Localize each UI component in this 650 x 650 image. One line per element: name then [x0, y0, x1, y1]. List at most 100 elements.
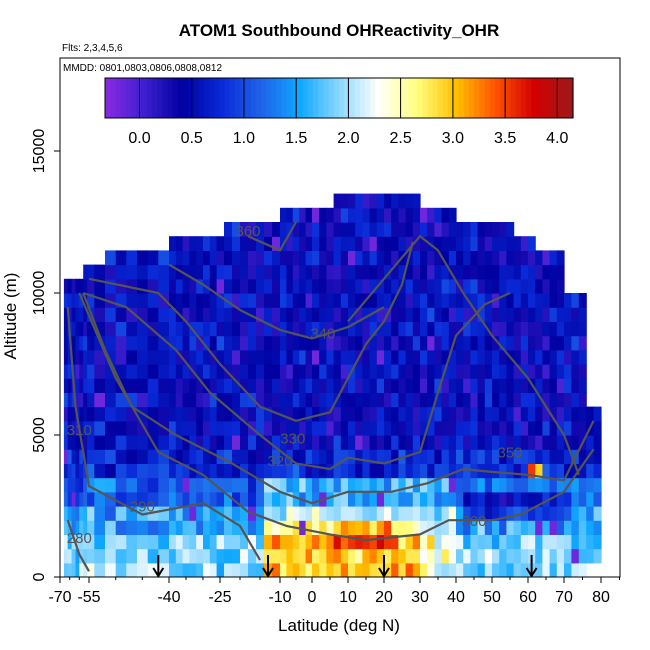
heatmap-cell [312, 307, 320, 322]
heatmap-cell [312, 392, 320, 408]
heatmap-cell [169, 420, 177, 436]
heatmap-cell [412, 548, 421, 564]
heatmap-cell [506, 449, 515, 464]
heatmap-cell [427, 250, 435, 266]
heatmap-cell [556, 364, 565, 379]
heatmap-cell [158, 435, 170, 450]
heatmap-cell [79, 307, 84, 322]
heatmap-cell [398, 562, 407, 577]
heatmap-cell [67, 293, 73, 308]
heatmap-cell [448, 420, 457, 436]
heatmap-cell [549, 335, 558, 351]
heatmap-cell [484, 477, 493, 493]
heatmap-cell [209, 548, 218, 564]
heatmap-cell [340, 349, 349, 365]
x-tick-label: 50 [483, 589, 501, 606]
heatmap-cell [137, 349, 149, 365]
heatmap-cell [305, 520, 313, 535]
heatmap-cell [326, 278, 335, 294]
heatmap-cell [586, 449, 595, 464]
heatmap-cell [256, 477, 265, 493]
heatmap-cell [520, 378, 529, 393]
y-tick-label: 15000 [31, 129, 48, 174]
heatmap-cell [384, 449, 392, 464]
heatmap-cell [305, 264, 313, 280]
heatmap-cell [405, 548, 414, 564]
heatmap-cell [571, 378, 580, 393]
colorbar-segment [183, 78, 189, 118]
heatmap-cell [448, 278, 457, 294]
heatmap-cell [412, 491, 421, 507]
heatmap-cell [549, 293, 558, 308]
x-tick-label: 10 [339, 589, 357, 606]
heatmap-cell [520, 335, 529, 351]
heatmap-cell [434, 548, 443, 564]
heatmap-cell [470, 435, 479, 450]
heatmap-cell [137, 420, 149, 436]
heatmap-cell [340, 491, 349, 507]
heatmap-cell [535, 534, 543, 550]
heatmap-cell [286, 364, 294, 379]
heatmap-cell [441, 250, 450, 266]
heatmap-cell [542, 491, 551, 507]
heatmap-cell [463, 420, 471, 436]
heatmap-cell [513, 236, 522, 251]
heatmap-cell [456, 435, 464, 450]
heatmap-cell [405, 222, 414, 237]
heatmap-cell [203, 307, 211, 322]
heatmap-cell [264, 378, 273, 393]
heatmap-cell [299, 335, 307, 351]
heatmap-cell [79, 378, 84, 393]
colorbar-tick-label: 1.0 [233, 130, 255, 147]
heatmap-cell [292, 236, 300, 251]
heatmap-cell [520, 534, 529, 550]
heatmap-cell [189, 477, 197, 493]
x-tick-label: 80 [592, 589, 610, 606]
heatmap-cell [319, 250, 327, 266]
heatmap-cell [535, 548, 543, 564]
heatmap-cell [492, 278, 500, 294]
heatmap-cell [528, 534, 536, 550]
heatmap-cell [319, 477, 327, 493]
heatmap-cell [272, 278, 281, 294]
heatmap-cell [326, 491, 335, 507]
heatmap-cell [264, 392, 273, 408]
heatmap-cell [492, 378, 500, 393]
heatmap-cell [499, 349, 507, 365]
heatmap-cell [434, 392, 443, 408]
heatmap-cell [169, 236, 177, 251]
heatmap-cell [216, 378, 225, 393]
heatmap-cell [286, 264, 294, 280]
heatmap-cell [175, 449, 184, 464]
heatmap-cell [405, 491, 414, 507]
colorbar-tick-label: 3.0 [442, 130, 464, 147]
heatmap-cell [391, 548, 399, 564]
heatmap-cell [470, 520, 479, 535]
heatmap-cell [362, 463, 371, 479]
heatmap-cell [398, 307, 407, 322]
theta-contour-line [66, 307, 261, 561]
heatmap-cell [280, 463, 287, 479]
heatmap-cell [326, 222, 335, 237]
heatmap-cell [427, 435, 435, 450]
heatmap-cell [169, 562, 177, 577]
heatmap-cell [147, 307, 159, 322]
heatmap-cell [137, 293, 149, 308]
heatmap-cell [67, 477, 73, 493]
heatmap-cell [299, 307, 307, 322]
heatmap-cell [196, 293, 204, 308]
heatmap-cell [376, 349, 385, 365]
heatmap-cell [513, 534, 522, 550]
heatmap-cell [209, 236, 218, 251]
heatmap-cell [470, 477, 479, 493]
heatmap-cell [434, 307, 443, 322]
heatmap-cell [340, 534, 349, 550]
heatmap-cell [83, 420, 88, 436]
heatmap-cell [348, 207, 356, 223]
heatmap-cell [376, 520, 385, 535]
heatmap-cell [248, 364, 257, 379]
heatmap-cell [333, 534, 342, 550]
heatmap-cell [115, 349, 127, 365]
heatmap-cell [292, 321, 300, 337]
heatmap-cell [87, 562, 95, 577]
